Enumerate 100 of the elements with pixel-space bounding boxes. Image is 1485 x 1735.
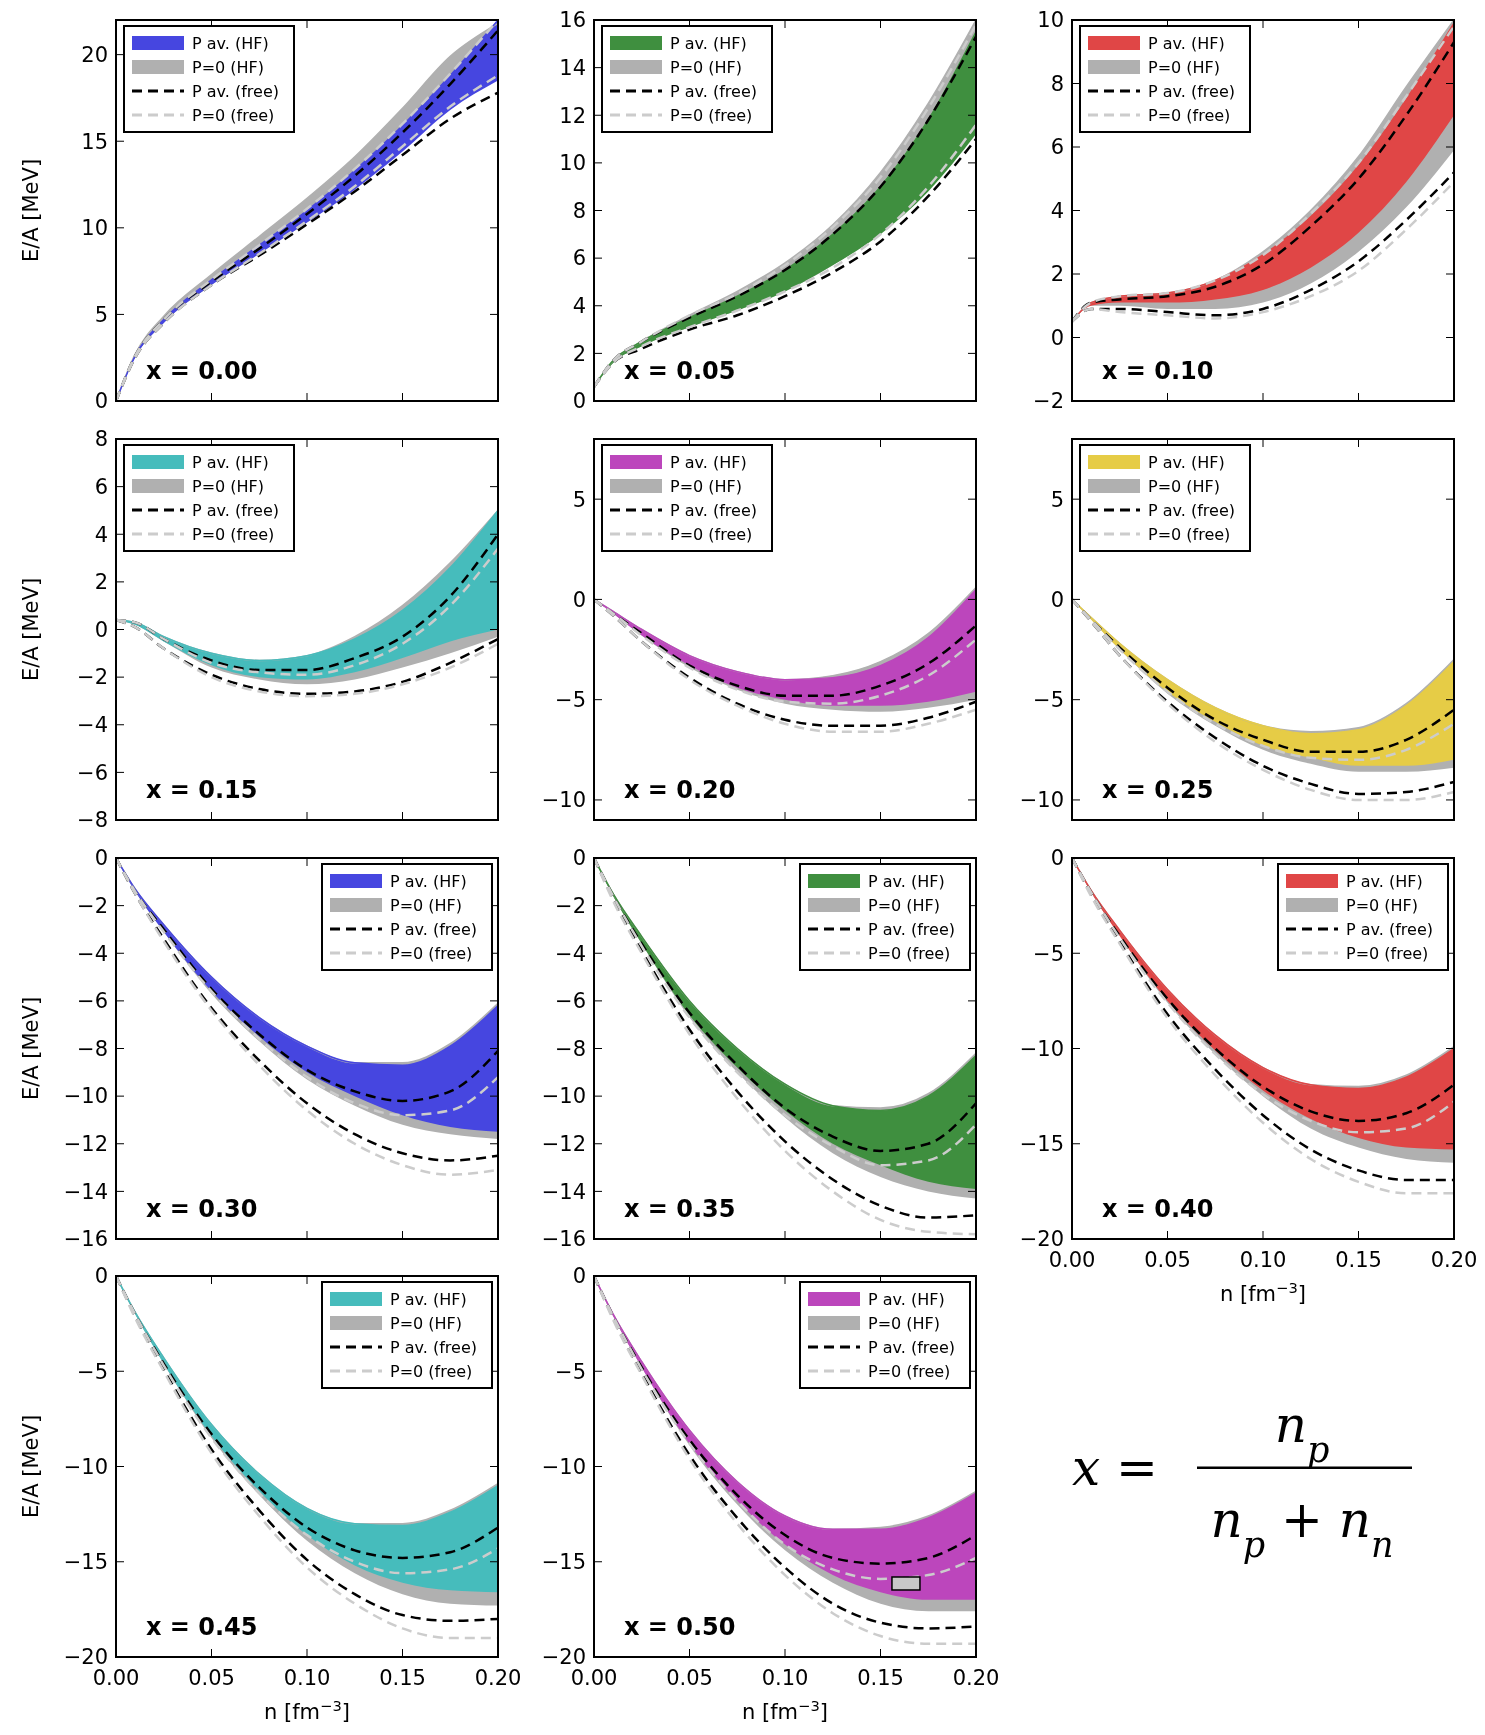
legend-label: P av. (free) <box>192 81 279 101</box>
y-tick-label: −2 <box>77 665 108 690</box>
x-tick-label: 0.05 <box>1144 1248 1191 1272</box>
y-tick-label: −4 <box>555 941 586 966</box>
y-tick-label: −15 <box>541 1550 586 1575</box>
legend-label: P av. (free) <box>670 81 757 101</box>
annotation: x = 0.10 <box>1102 357 1214 385</box>
legend-label: P av. (HF) <box>192 33 269 53</box>
legend-label: P=0 (free) <box>1148 524 1231 544</box>
y-tick-label: 8 <box>572 198 586 223</box>
legend-label: P av. (free) <box>192 500 279 520</box>
y-tick-label: 6 <box>94 474 108 499</box>
legend-label: P av. (HF) <box>1346 871 1423 891</box>
y-tick-label: 20 <box>81 42 108 67</box>
legend-label: P=0 (HF) <box>1148 476 1221 496</box>
legend-label: P=0 (free) <box>670 524 753 544</box>
y-tick-label: 4 <box>1050 198 1064 223</box>
y-tick-label: −5 <box>1033 688 1064 713</box>
legend-label: P=0 (HF) <box>390 895 463 915</box>
annotation: x = 0.25 <box>1102 776 1214 804</box>
y-tick-label: −2 <box>77 893 108 918</box>
legend-label: P=0 (HF) <box>1148 57 1221 77</box>
y-tick-label: −8 <box>555 1036 586 1061</box>
y-tick-label: −15 <box>63 1550 108 1575</box>
y-tick-label: −10 <box>63 1454 108 1479</box>
legend-label: P=0 (HF) <box>868 1313 941 1333</box>
y-tick-label: −8 <box>77 808 108 833</box>
annotation: x = 0.30 <box>146 1195 258 1223</box>
y-tick-label: 8 <box>94 427 108 452</box>
legend-label: P av. (HF) <box>192 452 269 472</box>
legend-label: P=0 (HF) <box>192 57 265 77</box>
y-tick-label: 0 <box>94 617 108 642</box>
y-tick-label: −5 <box>555 688 586 713</box>
y-tick-label: −16 <box>63 1227 108 1252</box>
legend-label: P av. (HF) <box>390 871 467 891</box>
y-tick-label: −16 <box>541 1227 586 1252</box>
y-tick-label: 8 <box>1050 71 1064 96</box>
x-tick-label: 0.05 <box>188 1666 235 1690</box>
legend-label: P=0 (free) <box>390 1361 473 1381</box>
legend-label: P av. (HF) <box>1148 452 1225 472</box>
y-axis-title: E/A [MeV] <box>19 1414 43 1519</box>
annotation: x = 0.50 <box>624 1613 736 1641</box>
y-tick-label: 0 <box>1050 846 1064 871</box>
legend-label: P=0 (free) <box>868 1361 951 1381</box>
y-tick-label: 2 <box>94 570 108 595</box>
x-axis-title: n [fm$^{−3}$] <box>742 1696 828 1724</box>
y-tick-label: 0 <box>94 389 108 414</box>
y-tick-label: −6 <box>77 760 108 785</box>
legend-label: P=0 (free) <box>1346 943 1429 963</box>
y-tick-label: −5 <box>77 1359 108 1384</box>
legend-label: P av. (free) <box>390 919 477 939</box>
x-tick-label: 0.10 <box>1239 1248 1287 1272</box>
x-axis-title: n [fm$^{−3}$] <box>264 1696 350 1724</box>
y-axis-title: E/A [MeV] <box>19 577 43 682</box>
y-tick-label: −14 <box>541 1179 586 1204</box>
y-tick-label: 0 <box>572 389 586 414</box>
y-tick-label: −2 <box>1033 389 1064 414</box>
y-tick-label: −14 <box>63 1179 108 1204</box>
legend-label: P=0 (HF) <box>868 895 941 915</box>
legend-label: P=0 (free) <box>868 943 951 963</box>
text: x = <box>1072 1438 1158 1497</box>
y-tick-label: 10 <box>1037 8 1064 33</box>
y-tick-label: −10 <box>1019 788 1064 813</box>
y-tick-label: 15 <box>81 129 108 154</box>
legend-label: P av. (free) <box>390 1337 477 1357</box>
y-tick-label: 2 <box>1050 262 1064 287</box>
y-tick-label: −15 <box>1019 1132 1064 1157</box>
legend-label: P av. (HF) <box>868 871 945 891</box>
annotation: x = 0.35 <box>624 1195 736 1223</box>
annotation: x = 0.05 <box>624 357 736 385</box>
y-tick-label: 4 <box>94 522 108 547</box>
y-tick-label: 6 <box>572 246 586 271</box>
y-tick-label: 0 <box>572 587 586 612</box>
legend-label: P av. (HF) <box>670 452 747 472</box>
legend-label: P=0 (HF) <box>192 476 265 496</box>
legend-label: P av. (free) <box>1148 81 1235 101</box>
x-tick-label: 0.20 <box>474 1666 522 1690</box>
y-tick-label: −10 <box>1019 1036 1064 1061</box>
y-tick-label: 0 <box>94 1264 108 1289</box>
y-tick-label: 0 <box>572 846 586 871</box>
y-tick-label: −6 <box>555 989 586 1014</box>
y-tick-label: −10 <box>541 1084 586 1109</box>
legend-label: P av. (free) <box>1346 919 1433 939</box>
y-axis-title: E/A [MeV] <box>19 996 43 1101</box>
y-tick-label: 12 <box>559 103 586 128</box>
y-tick-label: −10 <box>63 1084 108 1109</box>
y-tick-label: 5 <box>94 302 108 327</box>
legend-label: P=0 (free) <box>390 943 473 963</box>
y-tick-label: 16 <box>559 8 586 33</box>
y-tick-label: −12 <box>63 1132 108 1157</box>
y-tick-label: 4 <box>572 294 586 319</box>
x-tick-label: 0.15 <box>379 1666 426 1690</box>
legend-label: P=0 (free) <box>670 105 753 125</box>
y-tick-label: 5 <box>1050 487 1064 512</box>
legend-label: P av. (free) <box>1148 500 1235 520</box>
text: n$_{p}$ + n$_{n}$ <box>1210 1490 1394 1565</box>
x-tick-label: 0.05 <box>666 1666 713 1690</box>
annotation: x = 0.00 <box>146 357 258 385</box>
annotation: x = 0.40 <box>1102 1195 1214 1223</box>
legend-label: P av. (free) <box>868 919 955 939</box>
